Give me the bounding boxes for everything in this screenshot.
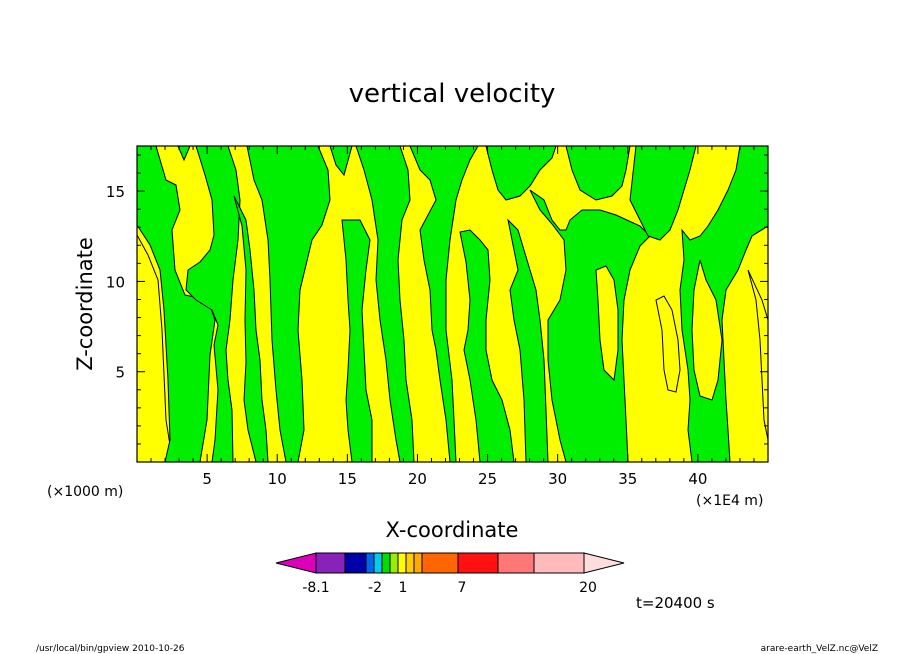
- negative-region: [459, 229, 515, 463]
- negative-region: [485, 145, 557, 201]
- y-tick-label: 5: [115, 364, 125, 382]
- colorbar-swatch: [397, 552, 407, 574]
- negative-region: [246, 145, 331, 463]
- y-axis: 5 10 15: [106, 154, 768, 463]
- colorbar-swatch: [315, 552, 346, 574]
- colorbar-swatch: [533, 552, 585, 574]
- x-tick-label: 5: [202, 470, 212, 488]
- colorbar-swatch: [405, 552, 415, 574]
- footer-right: arare-earth_VelZ.nc@VelZ: [761, 644, 878, 654]
- colorbar-swatch: [421, 552, 459, 574]
- negative-region: [565, 145, 631, 201]
- colorbar-label: -2: [368, 580, 382, 596]
- colorbar-label: 7: [458, 580, 467, 596]
- y-tick-label: 15: [106, 183, 125, 201]
- x-tick-label: 35: [618, 470, 637, 488]
- footer-left: /usr/local/bin/gpview 2010-10-26: [36, 644, 185, 654]
- chart-title: vertical velocity: [349, 79, 556, 109]
- negative-velocity-regions: [136, 145, 769, 463]
- colorbar-swatch: [389, 552, 399, 574]
- colorbar-high-extend: [583, 552, 625, 574]
- x-axis-label: X-coordinate: [386, 518, 519, 542]
- x-unit-right: (×1E4 m): [696, 493, 763, 509]
- colorbar-swatch: [413, 552, 423, 574]
- colorbar: [275, 552, 625, 574]
- colorbar-swatch: [344, 552, 367, 574]
- colorbar-label: 20: [579, 580, 597, 596]
- colorbar-labels: -8.1 -2 1 7 20: [302, 580, 597, 596]
- time-label: t=20400 s: [636, 594, 715, 612]
- colorbar-label: -8.1: [302, 580, 329, 596]
- colorbar-swatch: [381, 552, 391, 574]
- colorbar-low-extend: [275, 552, 317, 574]
- x-tick-label: 25: [478, 470, 497, 488]
- y-tick-label: 10: [106, 273, 125, 291]
- colorbar-swatch: [365, 552, 375, 574]
- negative-region: [136, 145, 216, 463]
- negative-region: [655, 295, 681, 393]
- colorbar-swatch: [457, 552, 499, 574]
- x-tick-label: 10: [268, 470, 287, 488]
- negative-region: [747, 269, 769, 441]
- colorbar-swatch: [373, 552, 383, 574]
- plot-frame: [136, 145, 769, 463]
- x-tick-label: 30: [548, 470, 567, 488]
- negative-region: [691, 259, 723, 401]
- y-axis-label: Z-coordinate: [73, 237, 97, 371]
- x-axis: 5 10 15 20 25 30 35 40: [136, 146, 769, 488]
- x-tick-label: 40: [688, 470, 707, 488]
- x-unit-left: (×1000 m): [47, 484, 123, 500]
- colorbar-label: 1: [399, 580, 408, 596]
- x-tick-label: 20: [408, 470, 427, 488]
- negative-region: [529, 189, 651, 463]
- x-tick-label: 15: [338, 470, 357, 488]
- negative-region: [409, 145, 479, 463]
- negative-region: [185, 145, 241, 463]
- colorbar-swatch: [497, 552, 535, 574]
- negative-region: [595, 265, 619, 382]
